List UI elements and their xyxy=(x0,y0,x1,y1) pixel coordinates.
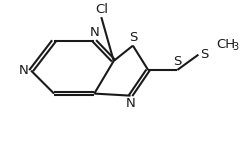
Text: S: S xyxy=(200,48,209,61)
Text: N: N xyxy=(126,97,135,110)
Text: S: S xyxy=(129,31,137,44)
Text: CH: CH xyxy=(216,38,235,51)
Text: N: N xyxy=(90,26,99,39)
Text: Cl: Cl xyxy=(95,3,108,16)
Text: S: S xyxy=(173,55,181,68)
Text: N: N xyxy=(18,64,28,77)
Text: 3: 3 xyxy=(233,42,239,52)
